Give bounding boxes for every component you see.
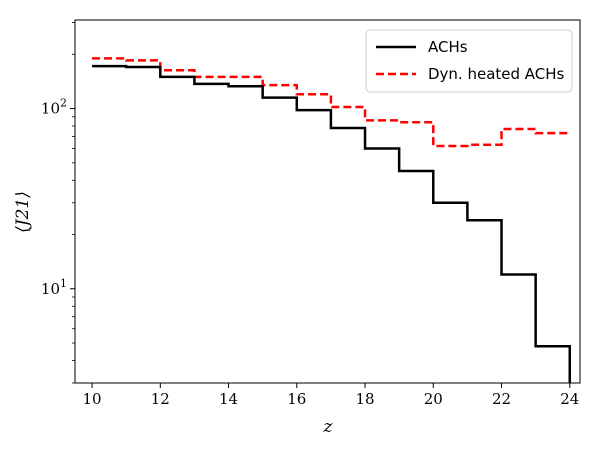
legend: ACHs Dyn. heated ACHs (365, 29, 573, 93)
x-tick-label: 18 (355, 390, 374, 408)
y-axis-label: ⟨J21⟩ (13, 191, 33, 233)
x-tick-label: 24 (560, 390, 579, 408)
legend-label-achs: ACHs (428, 38, 468, 56)
x-tick-label: 22 (492, 390, 511, 408)
plot-content (92, 57, 572, 383)
x-tick-label: 14 (219, 390, 238, 408)
series-line-dyn-heated-achs (92, 57, 570, 148)
y-tick-label: 101 (41, 277, 67, 298)
x-tick-label: 20 (424, 390, 443, 408)
legend-box (365, 29, 573, 93)
plot-frame (74, 19, 581, 384)
legend-label-dyn-heated-achs: Dyn. heated ACHs (428, 65, 565, 83)
series-line-achs (92, 64, 572, 383)
x-axis-label: z (323, 417, 334, 437)
y-axis: 101 102 (41, 22, 75, 384)
x-tick-label: 16 (287, 390, 306, 408)
x-axis: 10 12 14 16 18 20 22 24 (83, 383, 579, 408)
y-tick-label: 102 (41, 97, 67, 118)
x-tick-label: 12 (151, 390, 170, 408)
x-tick-label: 10 (83, 390, 102, 408)
